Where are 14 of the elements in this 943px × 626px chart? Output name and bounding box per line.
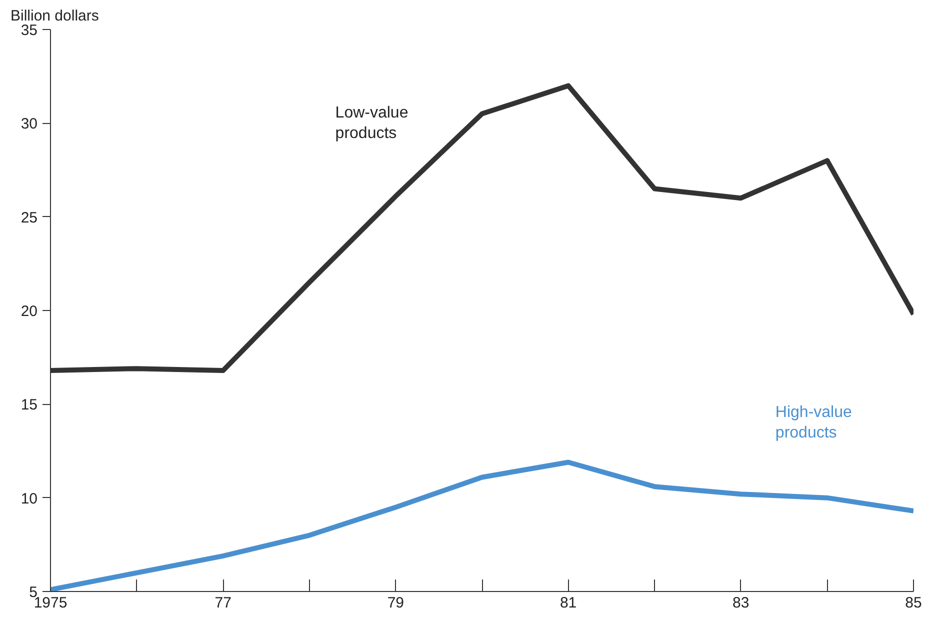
text: High-value products — [775, 404, 852, 442]
y-tick-label: 25 — [20, 209, 38, 226]
y-tick-label: 30 — [20, 116, 38, 133]
y-tick-label: 10 — [20, 490, 38, 508]
x-tick-label: 85 — [905, 594, 922, 612]
x-tick-label: 79 — [387, 594, 404, 612]
y-tick-label: 35 — [20, 22, 38, 39]
x-tick-label: 83 — [732, 594, 750, 612]
x-tick-label: 81 — [560, 594, 577, 612]
y-axis-title: Billion dollars — [10, 8, 99, 24]
x-tick-label: 77 — [214, 594, 232, 612]
series-label: Low-value products — [335, 104, 408, 142]
y-tick-label: 15 — [20, 396, 38, 414]
y-tick-label: 20 — [20, 303, 38, 320]
